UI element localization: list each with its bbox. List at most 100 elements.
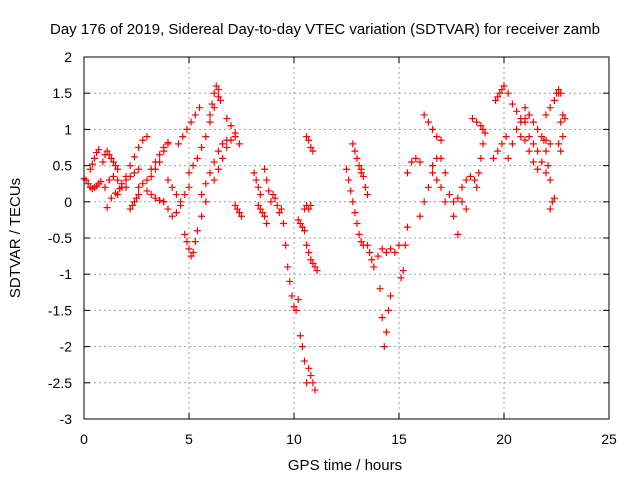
data-point	[139, 180, 147, 188]
data-point	[214, 93, 222, 101]
series-arc-39	[397, 223, 411, 282]
series-arc-30	[303, 133, 317, 155]
data-point	[311, 263, 319, 271]
data-point	[130, 169, 138, 177]
series-arc-35	[357, 165, 371, 199]
series-arc-51	[500, 82, 529, 126]
series-arc-55	[525, 133, 550, 177]
data-point	[164, 205, 172, 213]
data-point	[298, 223, 306, 231]
series-arc-37	[374, 252, 395, 351]
data-points	[80, 82, 569, 394]
series-arc-06	[114, 133, 151, 199]
data-point	[525, 147, 533, 155]
data-point	[429, 169, 437, 177]
data-point	[529, 158, 537, 166]
data-point	[210, 89, 218, 97]
data-point	[429, 162, 437, 170]
data-point	[97, 178, 105, 186]
data-point	[231, 129, 239, 137]
chart-title: Day 176 of 2019, Sidereal Day-to-day VTE…	[50, 21, 600, 38]
data-point	[542, 111, 550, 119]
series-arc-29	[301, 201, 315, 213]
data-point	[357, 238, 365, 246]
data-point	[156, 151, 164, 159]
series-arc-19	[210, 133, 239, 184]
data-point	[364, 191, 371, 199]
data-point	[345, 176, 353, 184]
series-arc-57	[542, 89, 563, 119]
data-point	[181, 230, 189, 238]
data-point	[282, 241, 290, 249]
data-point	[504, 154, 512, 162]
data-point	[437, 136, 445, 144]
data-point	[109, 158, 117, 166]
data-point	[355, 162, 363, 170]
series-arc-27	[294, 216, 308, 235]
data-point	[382, 248, 390, 256]
series-arc-36	[364, 241, 378, 271]
y-tick-label: -2.5	[48, 375, 72, 391]
data-point	[156, 196, 164, 204]
data-point	[164, 140, 172, 148]
data-point	[557, 147, 565, 155]
data-point	[433, 176, 441, 184]
y-axis-label: SDTVAR / TECUs	[7, 178, 24, 298]
grid	[84, 57, 609, 419]
data-point	[441, 198, 449, 206]
data-point	[351, 209, 359, 217]
data-point	[91, 154, 98, 162]
data-point	[349, 198, 357, 206]
data-point	[343, 165, 350, 173]
series-arc-11	[147, 140, 172, 173]
series-arc-40	[403, 154, 424, 177]
data-point	[103, 204, 111, 212]
data-point	[498, 86, 506, 94]
data-point	[126, 172, 134, 180]
x-tick-label: 10	[286, 431, 302, 447]
series-arc-15	[181, 198, 210, 260]
series-arc-02	[86, 146, 103, 173]
data-point	[238, 212, 245, 220]
data-point	[290, 303, 298, 311]
data-point	[130, 198, 138, 206]
data-point	[301, 357, 308, 365]
data-point	[160, 144, 168, 151]
series-arc-03	[99, 147, 122, 173]
data-point	[147, 165, 155, 173]
series-arc-54	[521, 104, 554, 148]
data-point	[387, 292, 395, 300]
data-point	[546, 176, 554, 184]
data-point	[252, 176, 260, 184]
y-tick-label: -3	[60, 411, 73, 427]
data-point	[517, 118, 525, 126]
data-point	[296, 220, 304, 228]
data-point	[437, 183, 445, 191]
data-point	[380, 343, 388, 351]
data-point	[498, 140, 506, 148]
series-arc-43	[429, 162, 449, 206]
data-point	[151, 158, 159, 166]
series-arc-23	[254, 201, 271, 228]
data-point	[210, 104, 218, 112]
data-point	[202, 180, 210, 188]
y-tick-label: -1.5	[48, 302, 72, 318]
data-point	[305, 136, 313, 144]
data-point	[462, 205, 470, 213]
y-tick-label: 0	[64, 194, 72, 210]
data-point	[420, 111, 428, 119]
series-arc-04	[101, 172, 130, 191]
y-tick-label: 1.5	[53, 85, 73, 101]
series-arc-18	[206, 82, 224, 119]
series-arc-41	[416, 154, 441, 220]
y-tick-label: 2	[64, 49, 72, 65]
data-point	[214, 86, 222, 94]
data-point	[84, 180, 92, 188]
series-arc-25	[269, 191, 283, 217]
x-tick-label: 5	[185, 431, 193, 447]
data-point	[307, 201, 315, 209]
data-point	[151, 194, 159, 202]
series-arc-61	[557, 111, 569, 126]
data-point	[555, 140, 563, 148]
